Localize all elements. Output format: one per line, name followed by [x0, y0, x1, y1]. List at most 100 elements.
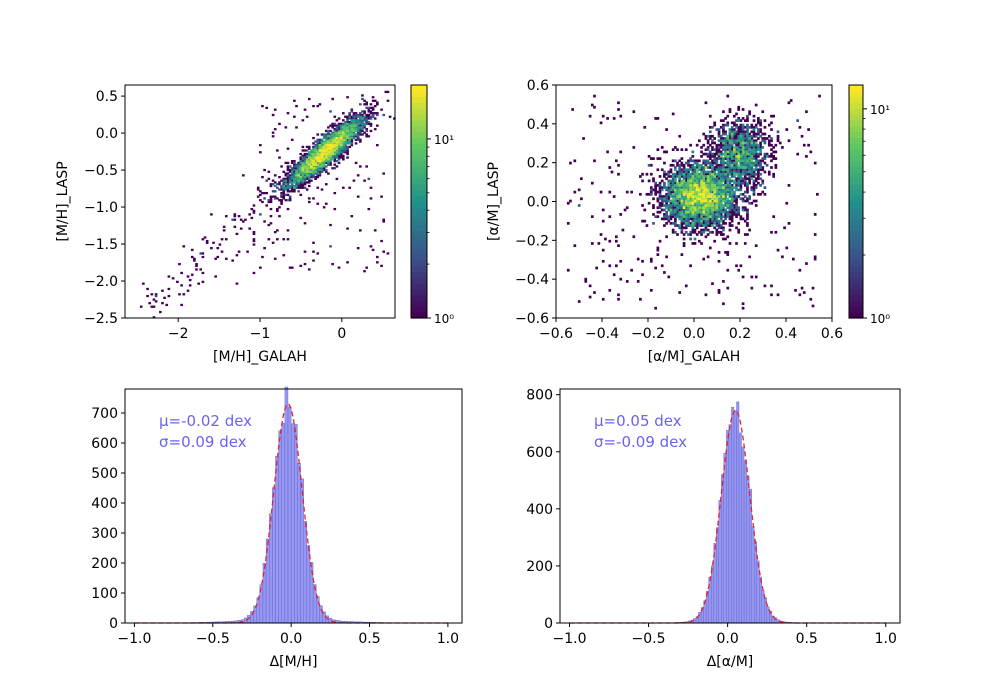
mh-scatter-density-cell — [329, 145, 332, 149]
am-scatter-density-cell — [708, 181, 712, 185]
am-scatter-density-cell — [671, 112, 675, 116]
mh-scatter-density-cell — [373, 104, 377, 108]
am-scatter-density-cell — [732, 150, 736, 154]
am-scatter-density-cell — [757, 161, 760, 165]
am-scatter-density-cell — [748, 175, 751, 178]
am-scatter-density-cell — [713, 215, 717, 219]
am-scatter-density-cell — [713, 192, 717, 196]
am-scatter-density-cell — [689, 166, 692, 169]
am-scatter-density-cell — [724, 175, 727, 178]
am-scatter-density-cell — [763, 119, 767, 122]
am-scatter-density-cell — [604, 237, 607, 241]
am-scatter-density-cell — [746, 172, 749, 176]
am-scatter-density-cell — [730, 121, 734, 125]
mh-hist-x-tick-label: 0.0 — [280, 631, 302, 647]
am-scatter-density-cell — [656, 184, 660, 187]
mh-scatter-density-cell — [352, 124, 356, 127]
mh-scatter-density-cell — [339, 126, 343, 129]
am-scatter-y-tick-label: 0.4 — [527, 117, 549, 133]
am-scatter-density-cell — [732, 172, 736, 176]
am-scatter-density-cell — [728, 146, 732, 149]
am-scatter-density-cell — [698, 195, 701, 198]
am-scatter-density-cell — [719, 206, 723, 210]
am-scatter-density-cell — [665, 221, 668, 225]
mh-scatter-density-cell — [312, 167, 315, 170]
mh-scatter-density-cell — [276, 209, 279, 212]
am-hist-y-tick-label: 800 — [526, 388, 553, 404]
am-scatter-density-cell — [743, 119, 747, 122]
am-scatter-density-cell — [673, 230, 677, 234]
mh-scatter-density-cell — [369, 112, 373, 115]
mh-scatter-density-cell — [327, 149, 330, 152]
am-scatter-density-cell — [665, 210, 668, 214]
mh-scatter-density-cell — [361, 133, 364, 136]
am-scatter-density-cell — [735, 170, 738, 174]
am-scatter-x-tick-label: 0.2 — [729, 326, 751, 342]
am-scatter-density-cell — [737, 206, 741, 210]
mh-scatter-density-cell — [367, 108, 371, 111]
mh-scatter-density-cell — [363, 103, 366, 106]
mh-scatter-density-cell — [320, 138, 324, 141]
mh-scatter-density-cell — [367, 110, 371, 113]
am-scatter-density-cell — [728, 179, 732, 183]
am-scatter-density-cell — [732, 206, 736, 210]
am-scatter-density-cell — [684, 226, 688, 230]
am-scatter-colorbar-segment — [849, 288, 863, 296]
am-scatter-density-cell — [737, 134, 741, 138]
am-scatter-density-cell — [728, 206, 732, 210]
mh-scatter-density-cell — [331, 154, 334, 157]
mh-scatter-colorbar-segment — [411, 184, 427, 191]
am-scatter-density-cell — [722, 157, 725, 160]
am-scatter-density-cell — [621, 228, 625, 232]
mh-scatter-density-cell — [335, 160, 339, 163]
mh-scatter-density-cell — [297, 170, 300, 173]
am-scatter-density-cell — [665, 255, 668, 259]
mh-scatter-density-cell — [341, 112, 345, 115]
mh-hist-bar — [297, 462, 301, 624]
am-scatter-density-cell — [706, 221, 710, 225]
am-scatter-density-cell — [750, 123, 754, 127]
am-scatter-density-cell — [750, 137, 754, 140]
am-scatter-density-cell — [700, 242, 703, 245]
mh-scatter-colorbar-segment — [411, 213, 427, 220]
mh-scatter-density-cell — [263, 220, 266, 223]
am-scatter-density-cell — [757, 146, 760, 149]
mh-scatter-density-cell — [327, 172, 330, 175]
mh-scatter-density-cell — [354, 113, 358, 117]
am-scatter-density-cell — [719, 181, 723, 185]
am-scatter-density-cell — [726, 146, 730, 149]
am-scatter-density-cell — [717, 175, 721, 178]
am-scatter-density-cell — [682, 208, 686, 212]
am-scatter-density-cell — [741, 148, 745, 152]
am-scatter-density-cell — [695, 175, 699, 178]
am-scatter-density-cell — [719, 137, 723, 140]
mh-scatter-density-cell — [284, 179, 288, 182]
mh-scatter-density-cell — [303, 172, 307, 175]
mh-scatter-density-cell — [269, 200, 273, 204]
mh-scatter-density-cell — [286, 207, 290, 211]
am-scatter-density-cell — [639, 175, 642, 178]
mh-scatter-density-cell — [341, 119, 345, 122]
mh-scatter-density-cell — [310, 160, 313, 163]
am-scatter-density-cell — [667, 215, 671, 219]
am-scatter-density-cell — [708, 204, 712, 207]
am-scatter-density-cell — [735, 215, 738, 219]
am-scatter-density-cell — [704, 137, 708, 140]
mh-scatter-density-cell — [335, 133, 339, 136]
am-scatter-density-cell — [726, 184, 730, 187]
am-scatter-density-cell — [695, 206, 699, 210]
am-scatter-density-cell — [676, 215, 679, 219]
mh-scatter-density-cell — [312, 152, 315, 156]
am-scatter-density-cell — [726, 121, 730, 125]
mh-scatter-density-cell — [297, 172, 300, 175]
mh-scatter-density-cell — [242, 220, 245, 223]
am-scatter-density-cell — [732, 181, 736, 185]
am-scatter-density-cell — [706, 192, 710, 196]
mh-scatter-density-cell — [363, 270, 366, 273]
mh-scatter-density-cell — [263, 246, 266, 250]
am-scatter-density-cell — [761, 159, 765, 163]
am-scatter-density-cell — [752, 128, 756, 131]
mh-scatter-density-cell — [307, 167, 311, 170]
am-scatter-density-cell — [732, 190, 736, 194]
mh-scatter-density-cell — [267, 199, 271, 202]
